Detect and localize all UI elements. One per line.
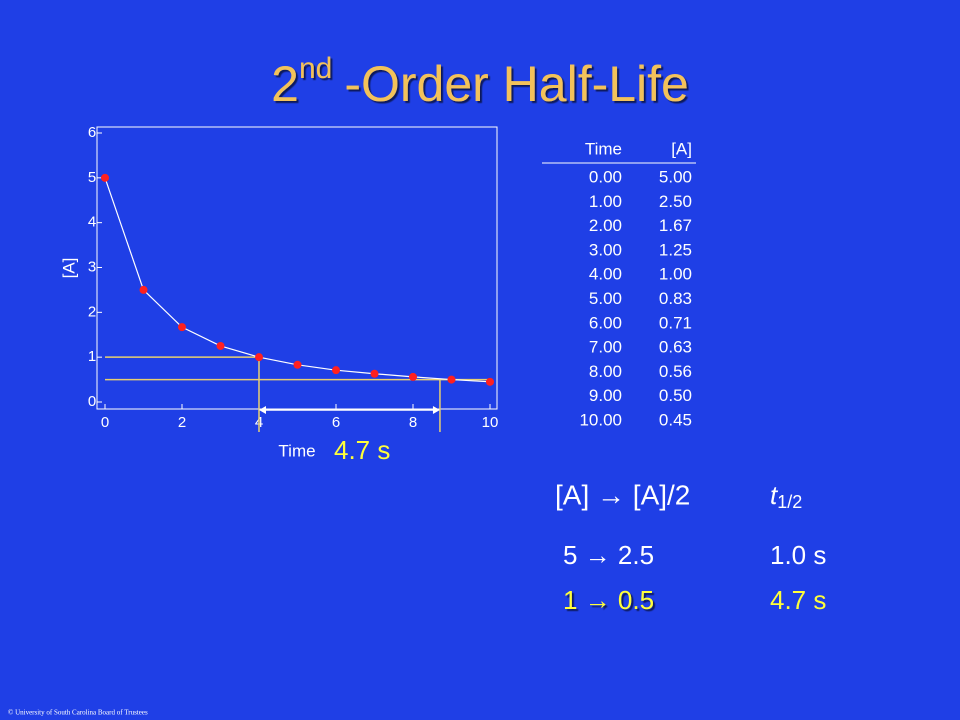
table-cell: 0.56 (659, 362, 692, 381)
table-cell: 2.50 (659, 192, 692, 211)
table-cell: 1.00 (589, 192, 622, 211)
title-rest: -Order Half-Life (344, 56, 689, 112)
t-symbol: t (770, 480, 779, 510)
y-tick-label: 5 (88, 169, 96, 186)
table-cell: 1.25 (659, 240, 692, 259)
y-axis-label: [A] (59, 258, 78, 279)
summary-header-t: t1/2 (770, 480, 802, 512)
t-subscript: 1/2 (777, 492, 802, 512)
title-base: 2 (271, 56, 299, 112)
data-point (447, 375, 456, 384)
table-cell: 0.83 (659, 289, 692, 308)
table-header: [A] (671, 139, 692, 158)
table-cell: 0.00 (589, 167, 622, 186)
y-tick-label: 2 (88, 303, 96, 320)
table-cell: 3.00 (589, 240, 622, 259)
table-cell: 0.45 (659, 410, 692, 429)
table-cell: 0.50 (659, 386, 692, 405)
y-tick-label: 4 (88, 214, 96, 231)
title-sup: nd (299, 52, 332, 85)
table-cell: 9.00 (589, 386, 622, 405)
y-tick-label: 1 (88, 348, 96, 365)
table-cell: 0.71 (659, 313, 692, 332)
table-cell: 10.00 (579, 410, 622, 429)
summary-t: 4.7 s (770, 585, 826, 615)
table-cell: 6.00 (589, 313, 622, 332)
slide-title: 2nd -Order Half-Life (271, 52, 689, 112)
data-point (255, 353, 263, 362)
y-tick-label: 3 (88, 258, 96, 275)
data-point (486, 377, 494, 386)
table-cell: 8.00 (589, 362, 622, 381)
table-cell: 5.00 (589, 289, 622, 308)
data-point (332, 366, 340, 375)
data-point (178, 323, 186, 332)
table-cell: 4.00 (589, 265, 622, 284)
table-header: Time (585, 139, 622, 158)
table-cell: 5.00 (659, 167, 692, 186)
data-point (139, 285, 148, 294)
data-point (409, 372, 417, 381)
annotation: 4.7 s (334, 435, 390, 465)
x-tick-label: 8 (409, 414, 417, 431)
footer: © University of South Carolina Board of … (8, 709, 148, 717)
summary-change: 1 → 0.5 (563, 585, 654, 615)
table-cell: 7.00 (589, 338, 622, 357)
data-point (370, 369, 379, 378)
data-point (101, 173, 109, 182)
x-axis-label: Time (278, 441, 315, 460)
x-tick-label: 2 (178, 414, 186, 431)
data-point (216, 341, 225, 350)
table-cell: 1.67 (659, 216, 692, 235)
data-point (293, 360, 302, 369)
y-tick-label: 6 (88, 124, 96, 141)
summary-header-change: [A] → [A]/2 (555, 479, 690, 510)
x-tick-label: 0 (101, 414, 109, 431)
table-cell: 0.63 (659, 338, 692, 357)
summary-t: 1.0 s (770, 540, 826, 570)
x-tick-label: 6 (332, 414, 340, 431)
x-tick-label: 10 (482, 414, 499, 431)
table-cell: 1.00 (659, 265, 692, 284)
y-tick-label: 0 (88, 393, 96, 410)
summary-change: 5 → 2.5 (563, 540, 654, 570)
table-cell: 2.00 (589, 216, 622, 235)
